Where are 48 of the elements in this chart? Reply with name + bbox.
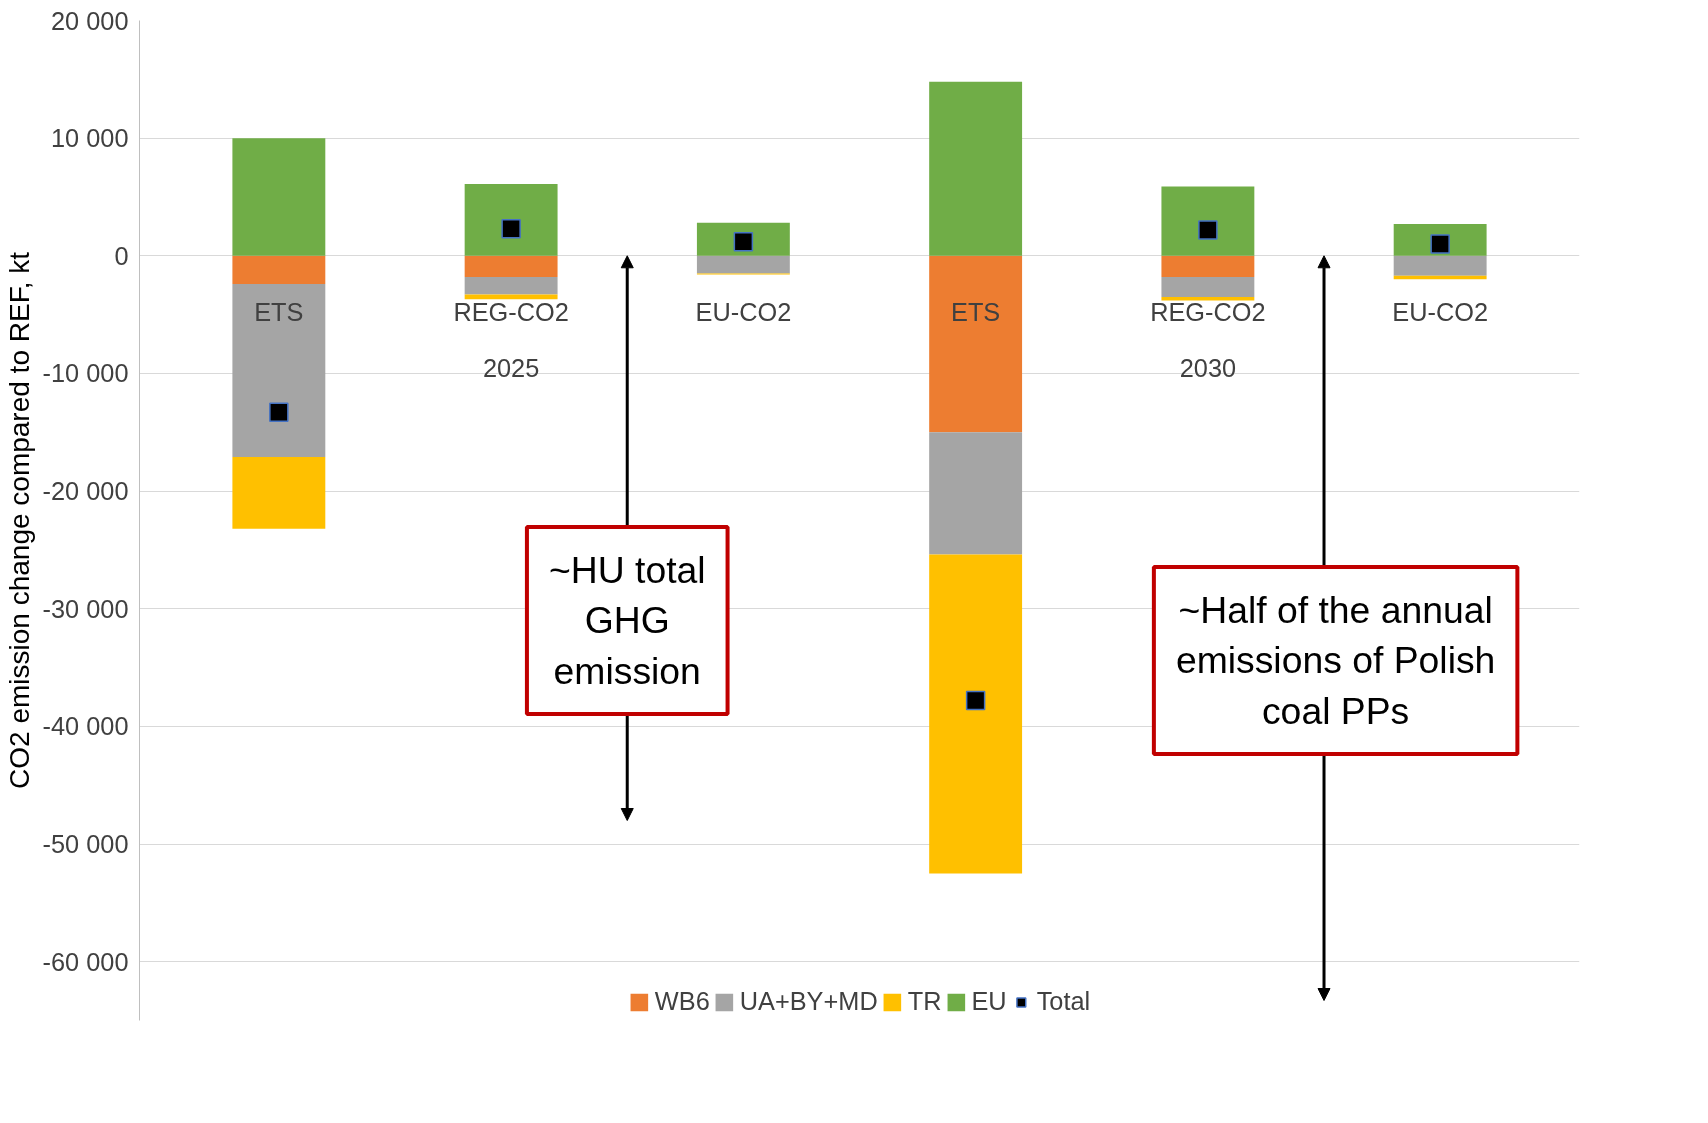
y-tick-label: 0 (114, 241, 129, 270)
y-tick-label: -20 000 (42, 477, 129, 506)
annotation: ~HU total GHG emission (548, 549, 706, 692)
point (965, 690, 986, 711)
bar (1161, 255, 1255, 277)
annotation: 2025 (482, 353, 540, 382)
x-tick-label: EU-CO2 (695, 297, 792, 326)
x-tick-label: EU-CO2 (1392, 297, 1488, 326)
bar (929, 432, 1023, 555)
bar (232, 255, 326, 285)
point (1430, 234, 1450, 254)
y-tick-label: 20 000 (51, 6, 129, 35)
bar (232, 456, 326, 529)
bar (929, 255, 1023, 433)
point (733, 231, 754, 252)
bar (464, 255, 558, 277)
y-tick-label: 10 000 (51, 124, 129, 153)
legend-label: UA+BY+MD (739, 987, 878, 1016)
x-tick-label: ETS (951, 297, 1001, 326)
point (269, 402, 289, 423)
bar (232, 284, 326, 457)
bar (464, 276, 558, 295)
bar (1161, 276, 1255, 297)
x-tick-label: ETS (254, 297, 304, 326)
annotation: 2030 (1179, 353, 1237, 382)
legend-label: EU (971, 987, 1007, 1016)
y-tick-label: -50 000 (42, 830, 129, 859)
y-tick-label: -60 000 (42, 947, 129, 976)
bar (929, 554, 1023, 874)
bar (1161, 186, 1255, 256)
bar (1393, 255, 1487, 276)
bar (696, 255, 790, 274)
x-tick-label: REG-CO2 (1150, 297, 1266, 326)
bar (929, 81, 1023, 256)
legend-label: Total (1036, 987, 1091, 1016)
annotation: ~Half of the annual emissions of Polish coal PPs (1175, 589, 1496, 732)
point (1198, 220, 1218, 240)
bar (232, 138, 326, 256)
point (501, 218, 521, 239)
y-axis-title: CO2 emission change compared to REF, kt (3, 251, 35, 789)
y-tick-label: -10 000 (42, 359, 129, 388)
bar (464, 184, 558, 256)
y-tick-label: -30 000 (42, 594, 129, 623)
y-tick-label: -40 000 (42, 712, 129, 741)
legend-label: WB6 (654, 987, 710, 1016)
legend-label: TR (907, 987, 942, 1016)
x-tick-label: REG-CO2 (453, 297, 569, 326)
bar (1161, 296, 1255, 301)
